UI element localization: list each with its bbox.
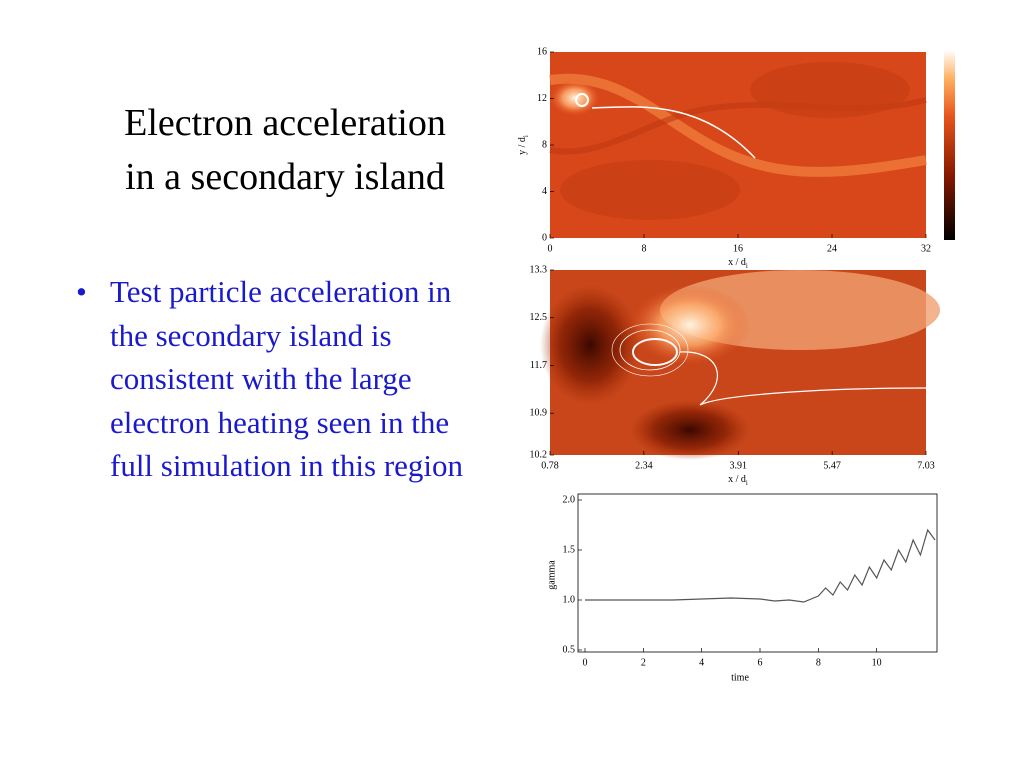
bullet-list: Test particle acceleration in the second… [70, 270, 470, 488]
title-line: in a secondary island [125, 156, 445, 198]
x-tick-label: 0 [548, 243, 553, 254]
x-tick-label: 8 [642, 243, 647, 254]
x-tick-label: 32 [921, 243, 931, 254]
y-tick-label: 1.5 [563, 544, 576, 555]
x-tick-label: 2.34 [635, 460, 653, 471]
axis-label: gamma [546, 560, 557, 590]
x-tick-label: 0.78 [541, 460, 559, 471]
y-tick-label: 8 [542, 139, 547, 150]
axis-label: x / di [728, 257, 748, 269]
x-tick-label: 5.47 [823, 460, 841, 471]
x-tick-label: 7.03 [917, 460, 935, 471]
y-tick-label: 10.2 [530, 449, 548, 460]
x-tick-label: 16 [733, 243, 743, 254]
y-tick-label: 16 [537, 46, 547, 57]
y-tick-label: 12.5 [530, 312, 548, 323]
axis-label-text: x / d [728, 257, 746, 268]
slide-title: Electron acceleration in a secondary isl… [60, 96, 510, 204]
x-tick-label: 10 [872, 657, 882, 668]
bullet: Test particle acceleration in the second… [70, 270, 470, 488]
axis-label-sub: i [522, 135, 530, 137]
x-tick-label: 4 [699, 657, 704, 668]
y-tick-label: 13.3 [530, 264, 548, 275]
x-tick-label: 2 [641, 657, 646, 668]
axis-label-sub: i [746, 262, 748, 270]
plot-frame [577, 493, 938, 653]
y-tick-label: 12 [537, 93, 547, 104]
heatmap-1 [549, 52, 927, 238]
axis-label: y / di [517, 135, 529, 155]
y-tick-label: 0.5 [563, 644, 576, 655]
x-tick-label: 8 [816, 657, 821, 668]
y-tick-label: 11.7 [530, 360, 547, 371]
x-tick-label: 6 [758, 657, 763, 668]
axis-label-sub: i [746, 479, 748, 487]
y-tick-label: 4 [542, 186, 547, 197]
gamma-line [585, 528, 936, 603]
x-tick-label: 3.91 [730, 460, 748, 471]
axis-label-text: y / d [517, 137, 528, 155]
axis-label: time [731, 672, 749, 683]
axis-label-text: x / d [728, 474, 746, 485]
x-tick-label: 24 [827, 243, 837, 254]
colorbar [944, 50, 955, 240]
axis-label: x / di [728, 474, 748, 486]
heatmap-2 [540, 270, 940, 460]
title-line: Electron acceleration [124, 102, 446, 144]
x-tick-label: 0 [583, 657, 588, 668]
y-tick-label: 2.0 [563, 494, 576, 505]
y-tick-label: 0 [542, 232, 547, 243]
y-tick-label: 1.0 [563, 594, 576, 605]
y-tick-label: 10.9 [530, 408, 548, 419]
